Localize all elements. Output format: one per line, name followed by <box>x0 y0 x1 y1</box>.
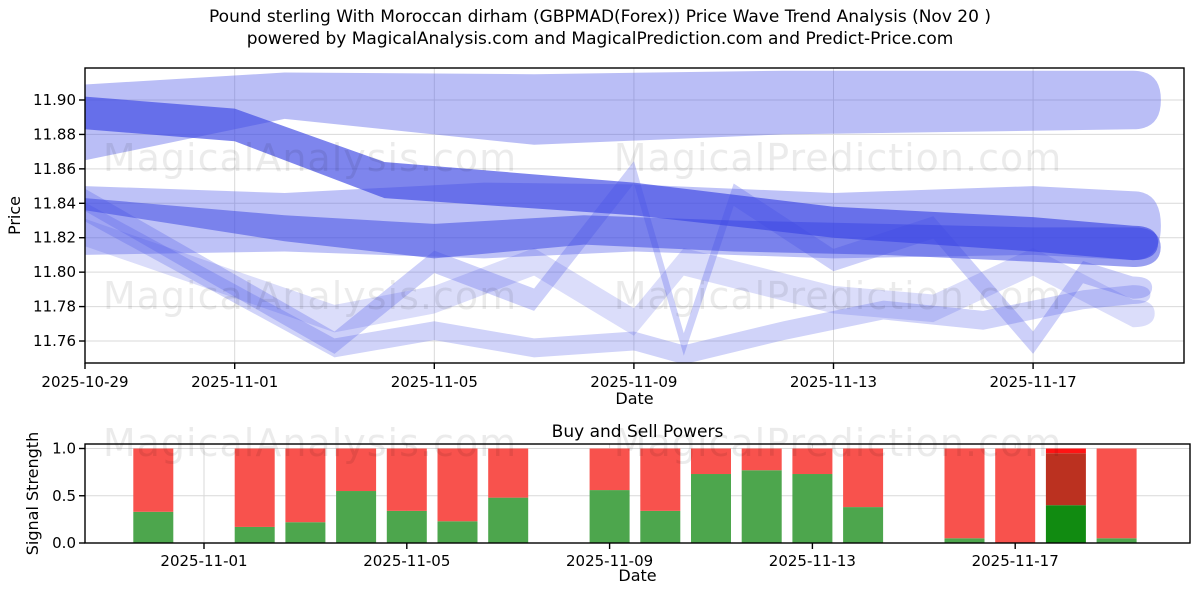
x-tick-label: 2025-11-01 <box>160 552 247 570</box>
power-date-axis-label: Date <box>618 566 656 585</box>
y-tick-label: 11.80 <box>33 263 76 281</box>
figure-title-line2: powered by MagicalAnalysis.com and Magic… <box>246 28 954 49</box>
x-tick-label: 2025-11-01 <box>191 373 278 391</box>
figure-title-line1: Pound sterling With Moroccan dirham (GBP… <box>209 7 991 27</box>
y-tick-label: 11.84 <box>33 194 76 212</box>
signal-strength-axis-label: Signal Strength <box>23 432 42 555</box>
bar-buy-segment <box>691 474 731 543</box>
y-tick-label: 11.88 <box>33 125 76 143</box>
bar-sell-segment <box>944 448 985 539</box>
price-date-axis-label: Date <box>615 389 653 408</box>
secondary_trend-band <box>85 198 1161 267</box>
bar-sell-segment <box>995 448 1036 543</box>
bar-buy-segment <box>640 510 681 543</box>
bar-buy-segment <box>285 522 326 543</box>
bar-sell-segment <box>234 448 275 527</box>
bar-buy-segment <box>386 510 427 543</box>
y-tick-label: 11.76 <box>33 332 76 350</box>
x-tick-label: 2025-11-09 <box>590 373 677 391</box>
bar-sell-segment <box>1096 448 1137 539</box>
bar-sell-segment <box>437 448 478 522</box>
y-tick-label: 1.0 <box>52 440 76 458</box>
price-axis-label: Price <box>5 196 24 235</box>
x-tick-label: 2025-11-05 <box>363 552 450 570</box>
y-tick-label: 0.5 <box>52 487 76 505</box>
bar-buy-segment <box>741 470 782 543</box>
oscillation_slow-band <box>85 218 1155 336</box>
bar-sell-segment <box>386 448 427 511</box>
y-tick-label: 11.90 <box>33 91 76 109</box>
bar-buy-segment <box>792 474 833 543</box>
buy-sell-powers-title: Buy and Sell Powers <box>552 422 724 442</box>
bar-buy-segment <box>234 526 275 543</box>
price-chart-ticks: 2025-10-29 2025-11-01 2025-11-05 2025-11-09… <box>33 91 1077 391</box>
bar-buy-segment <box>133 511 174 543</box>
power-chart-frame <box>84 443 1191 544</box>
bar-sell-segment <box>640 448 681 511</box>
bar-sell-segment <box>589 448 630 491</box>
bar-segment <box>1045 453 1086 506</box>
y-tick-label: 11.78 <box>33 298 76 316</box>
x-tick-label: 2025-11-09 <box>566 552 653 570</box>
bar-sell-segment <box>336 448 377 492</box>
figure-title: Pound sterling With Moroccan dirham (GBP… <box>0 7 1200 50</box>
x-tick-label: 2025-11-13 <box>790 373 877 391</box>
bar-sell-segment <box>792 448 833 475</box>
bar-buy-segment <box>1096 538 1137 543</box>
axis-labels: Price Date Buy and Sell Powers Signal Stren… <box>5 196 723 585</box>
bar-sell-segment <box>133 448 174 512</box>
bar-buy-segment <box>488 497 529 543</box>
bar-sell-segment <box>691 448 731 475</box>
price-wave-bands <box>85 70 1161 363</box>
x-tick-label: 2025-11-13 <box>769 552 856 570</box>
bar-segment <box>1045 505 1086 543</box>
buy-sell-bars <box>133 448 1137 543</box>
y-tick-label: 11.86 <box>33 160 76 178</box>
upper_channel-band <box>85 70 1161 161</box>
power-chart-ticks: 2025-11-01 2025-11-05 2025-11-09 2025-11-13… <box>52 440 1059 571</box>
bar-buy-segment <box>843 507 884 543</box>
x-tick-label: 2025-11-17 <box>990 373 1077 391</box>
bar-sell-segment <box>285 448 326 523</box>
bar-segment <box>1045 448 1086 454</box>
bar-buy-segment <box>944 538 985 543</box>
bar-buy-segment <box>336 491 377 543</box>
bar-sell-segment <box>488 448 529 498</box>
x-tick-label: 2025-10-29 <box>41 373 128 391</box>
primary_trend-band <box>85 96 1159 261</box>
x-tick-label: 2025-11-05 <box>391 373 478 391</box>
bar-buy-segment <box>589 490 630 543</box>
y-tick-label: 0.0 <box>52 534 76 552</box>
bar-sell-segment <box>741 448 782 471</box>
y-tick-label: 11.82 <box>33 229 76 247</box>
bar-sell-segment <box>843 448 884 508</box>
bar-buy-segment <box>437 521 478 543</box>
x-tick-label: 2025-11-17 <box>972 552 1059 570</box>
